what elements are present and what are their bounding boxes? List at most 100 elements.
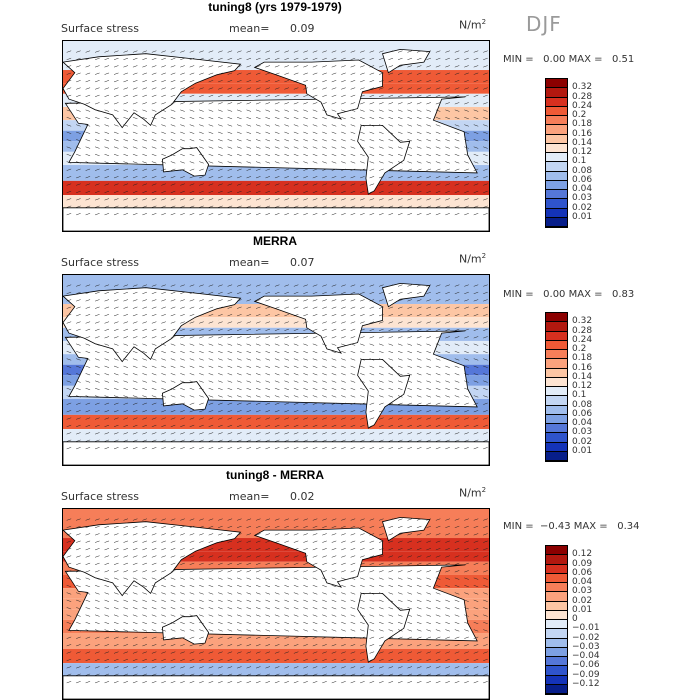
wind-vector bbox=[473, 518, 479, 521]
wind-vector bbox=[76, 72, 81, 75]
wind-vector bbox=[255, 607, 261, 610]
wind-vector bbox=[322, 555, 327, 558]
wind-vector bbox=[132, 183, 138, 186]
wind-vector bbox=[76, 117, 81, 120]
wind-vector bbox=[161, 395, 166, 398]
wind-vector bbox=[123, 439, 129, 442]
wind-vector bbox=[483, 109, 488, 112]
wind-vector bbox=[397, 72, 403, 75]
colorbar-tick-label: 0.14 bbox=[572, 371, 593, 382]
wind-vector bbox=[426, 328, 431, 331]
wind-vector bbox=[113, 314, 119, 317]
wind-vector bbox=[473, 373, 479, 376]
wind-vector bbox=[208, 198, 214, 201]
wind-vector bbox=[170, 94, 176, 97]
wind-vector bbox=[322, 666, 327, 669]
wind-vector bbox=[378, 176, 384, 179]
wind-vector bbox=[161, 161, 166, 164]
wind-vector bbox=[161, 139, 166, 142]
wind-vector bbox=[416, 395, 422, 398]
wind-vector bbox=[265, 387, 271, 391]
wind-vector bbox=[113, 146, 119, 149]
wind-vector bbox=[199, 65, 204, 68]
wind-vector bbox=[85, 621, 91, 625]
wind-vector bbox=[397, 198, 403, 201]
wind-vector bbox=[189, 168, 195, 171]
wind-vector bbox=[218, 387, 223, 391]
wind-vector bbox=[435, 131, 441, 134]
wind-vector bbox=[312, 299, 318, 302]
wind-vector bbox=[199, 607, 204, 610]
wind-vector bbox=[350, 102, 356, 105]
wind-vector bbox=[123, 417, 129, 420]
wind-vector bbox=[397, 651, 403, 654]
colorbar-tick-label: −0.06 bbox=[572, 660, 600, 671]
wind-vector bbox=[76, 540, 81, 543]
wind-vector bbox=[274, 681, 280, 684]
wind-vector bbox=[331, 284, 337, 287]
wind-vector bbox=[303, 161, 308, 164]
wind-vector bbox=[76, 336, 81, 339]
wind-vector bbox=[227, 518, 233, 521]
wind-vector bbox=[454, 365, 460, 368]
wind-vector bbox=[293, 190, 299, 193]
panel-1-title: tuning8 (yrs 1979-1979) bbox=[208, 0, 342, 14]
wind-vector bbox=[180, 417, 185, 420]
wind-vector bbox=[341, 432, 346, 435]
wind-vector bbox=[218, 555, 223, 558]
wind-vector bbox=[360, 146, 365, 149]
wind-vector bbox=[293, 321, 299, 324]
wind-vector bbox=[170, 161, 176, 164]
wind-vector bbox=[66, 518, 72, 521]
wind-vector bbox=[454, 168, 460, 171]
panel-3-variable-label: Surface stress bbox=[61, 490, 139, 503]
wind-vector bbox=[66, 629, 72, 632]
wind-vector bbox=[218, 139, 223, 142]
wind-vector bbox=[76, 291, 81, 294]
wind-vector bbox=[426, 146, 431, 149]
wind-vector bbox=[265, 681, 271, 684]
wind-vector bbox=[76, 102, 81, 105]
wind-vector bbox=[464, 365, 469, 368]
wind-vector bbox=[218, 599, 223, 602]
wind-vector bbox=[180, 205, 185, 208]
wind-vector bbox=[312, 673, 318, 676]
wind-vector bbox=[464, 607, 469, 610]
wind-vector bbox=[208, 299, 214, 302]
wind-vector bbox=[255, 658, 261, 661]
wind-vector bbox=[76, 410, 81, 413]
wind-vector bbox=[255, 562, 261, 565]
wind-vector bbox=[104, 373, 110, 376]
wind-vector bbox=[142, 146, 147, 149]
wind-vector bbox=[123, 570, 129, 573]
wind-vector bbox=[312, 336, 318, 339]
wind-vector bbox=[104, 205, 110, 208]
wind-vector bbox=[274, 525, 280, 528]
wind-vector bbox=[407, 94, 413, 97]
wind-vector bbox=[426, 161, 431, 164]
wind-vector bbox=[246, 57, 252, 60]
continent-outline bbox=[253, 527, 383, 588]
wind-vector bbox=[378, 402, 384, 405]
wind-vector bbox=[170, 80, 176, 83]
wind-vector bbox=[189, 306, 195, 309]
wind-vector bbox=[284, 124, 289, 127]
wind-vector bbox=[180, 57, 185, 60]
wind-vector bbox=[236, 585, 242, 588]
wind-vector bbox=[113, 432, 119, 435]
wind-vector bbox=[407, 80, 413, 83]
wind-vector bbox=[360, 117, 365, 120]
wind-vector bbox=[473, 306, 479, 309]
wind-vector bbox=[445, 291, 450, 294]
wind-vector bbox=[170, 607, 176, 610]
wind-vector bbox=[189, 673, 195, 676]
wind-vector bbox=[180, 540, 185, 543]
wind-vector bbox=[85, 168, 91, 171]
wind-vector bbox=[151, 417, 157, 420]
wind-vector bbox=[407, 533, 413, 536]
wind-vector bbox=[236, 592, 242, 595]
wind-vector bbox=[473, 673, 479, 676]
wind-vector bbox=[312, 343, 318, 346]
wind-vector bbox=[180, 131, 185, 134]
colorbar-cell bbox=[546, 350, 567, 360]
